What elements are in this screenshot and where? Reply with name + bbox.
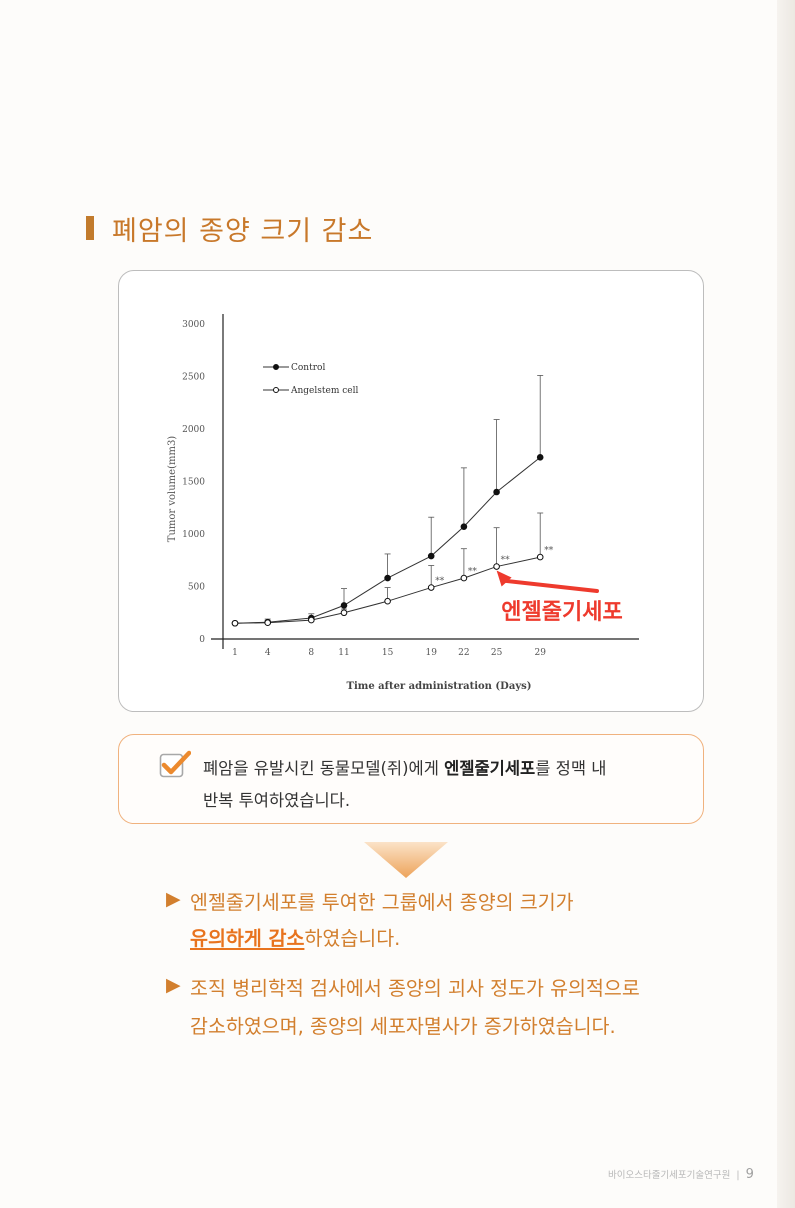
footer: 바이오스타줄기세포기술연구원 | 9 [608,1167,754,1182]
x-axis-title: Time after administration (Days) [347,681,532,692]
title-marker [86,216,94,240]
y-tick-label: 2000 [182,425,205,435]
control-point [384,574,391,582]
down-arrow-icon [364,842,448,878]
chart-box: 0 500 1000 1500 2000 2500 3000 1 4 8 11 15 19 22 25 29 T… [118,270,704,712]
x-tick-label: 15 [382,648,394,658]
note-text-bold: 엔젤줄기세포 [444,759,536,778]
angelstem-point [340,609,348,617]
y-tick-label: 500 [188,583,205,593]
significance-mark: ** [435,577,445,587]
x-tick-label: 4 [265,648,271,658]
legend-label: Control [291,363,325,373]
angelstem-point [308,616,315,624]
control-point [536,454,544,461]
y-tick-label: 0 [199,635,205,645]
tumor-volume-chart: 0 500 1000 1500 2000 2500 3000 1 4 8 11 15 19 22 25 29 T… [167,314,639,692]
control-point [493,488,500,496]
annotation-label: 엔젤줄기세포 [501,600,622,625]
footer-text: 바이오스타줄기세포기술연구원 [608,1170,731,1181]
bullet-1-rest: 하였습니다. [304,927,401,950]
angelstem-point [427,584,435,591]
legend-label: Angelstem cell [290,386,358,396]
angelstem-point [536,553,544,561]
checkbox-check-icon [159,750,191,778]
legend-marker [273,364,279,370]
page-title: 폐암의 종양 크기 감소 [112,215,374,247]
x-tick-label: 11 [338,648,349,658]
y-tick-label: 1000 [182,530,205,540]
control-point [427,552,435,560]
bullet-1-line-2: 유의하게 감소하였습니다. [190,922,400,951]
page-edge [777,0,795,1208]
bullet-1-highlight: 유의하게 감소 [190,927,305,950]
section-title: 폐암의 종양 크기 감소 [86,208,373,248]
x-tick-label: 22 [458,648,469,658]
x-tick-label: 8 [308,648,314,658]
angelstem-point [460,574,468,582]
annotation-arrow-shaft [500,578,599,593]
annotation-arrow-head [496,570,512,587]
x-tick-label: 1 [232,648,238,658]
page-number: 9 [745,1167,754,1182]
y-tick-label: 1500 [182,478,205,488]
control-point [460,523,468,530]
y-axis-title: Tumor volume(mm3) [167,436,178,543]
note-text-post: 를 정맥 내 [535,759,607,778]
legend-marker [273,387,279,393]
x-tick-label: 29 [534,648,546,658]
bullet-marker-2: ▶ [166,974,181,996]
note-text-pre: 폐암을 유발시킨 동물모델(쥐)에게 [203,759,445,778]
footer-separator: | [736,1170,740,1181]
x-tick-label: 25 [491,648,503,658]
significance-mark: ** [468,567,478,577]
note-line-1: 폐암을 유발시킨 동물모델(쥐)에게 엔젤줄기세포를 정맥 내 [203,755,606,779]
note-box: 폐암을 유발시킨 동물모델(쥐)에게 엔젤줄기세포를 정맥 내 반복 투여하였습… [118,734,704,824]
y-tick-label: 2500 [182,373,205,383]
bullet-2-line-1: 조직 병리학적 검사에서 종양의 괴사 정도가 유의적으로 [190,977,640,1000]
x-tick-label: 19 [425,648,437,658]
significance-mark: ** [501,556,511,566]
y-tick-label: 3000 [182,320,205,330]
angelstem-point [493,563,500,570]
angelstem-point [264,619,271,627]
bullet-2-line-2: 감소하였으며, 종양의 세포자멸사가 증가하였습니다. [190,1015,616,1038]
significance-mark: ** [544,546,554,556]
angelstem-point [384,597,391,605]
note-line-2: 반복 투여하였습니다. [203,791,351,810]
control-point [340,602,348,609]
bullet-marker-1: ▶ [166,888,181,910]
angelstem-point [231,619,239,627]
bullet-1-line-1: 엔젤줄기세포를 투여한 그룹에서 종양의 크기가 [190,891,574,914]
